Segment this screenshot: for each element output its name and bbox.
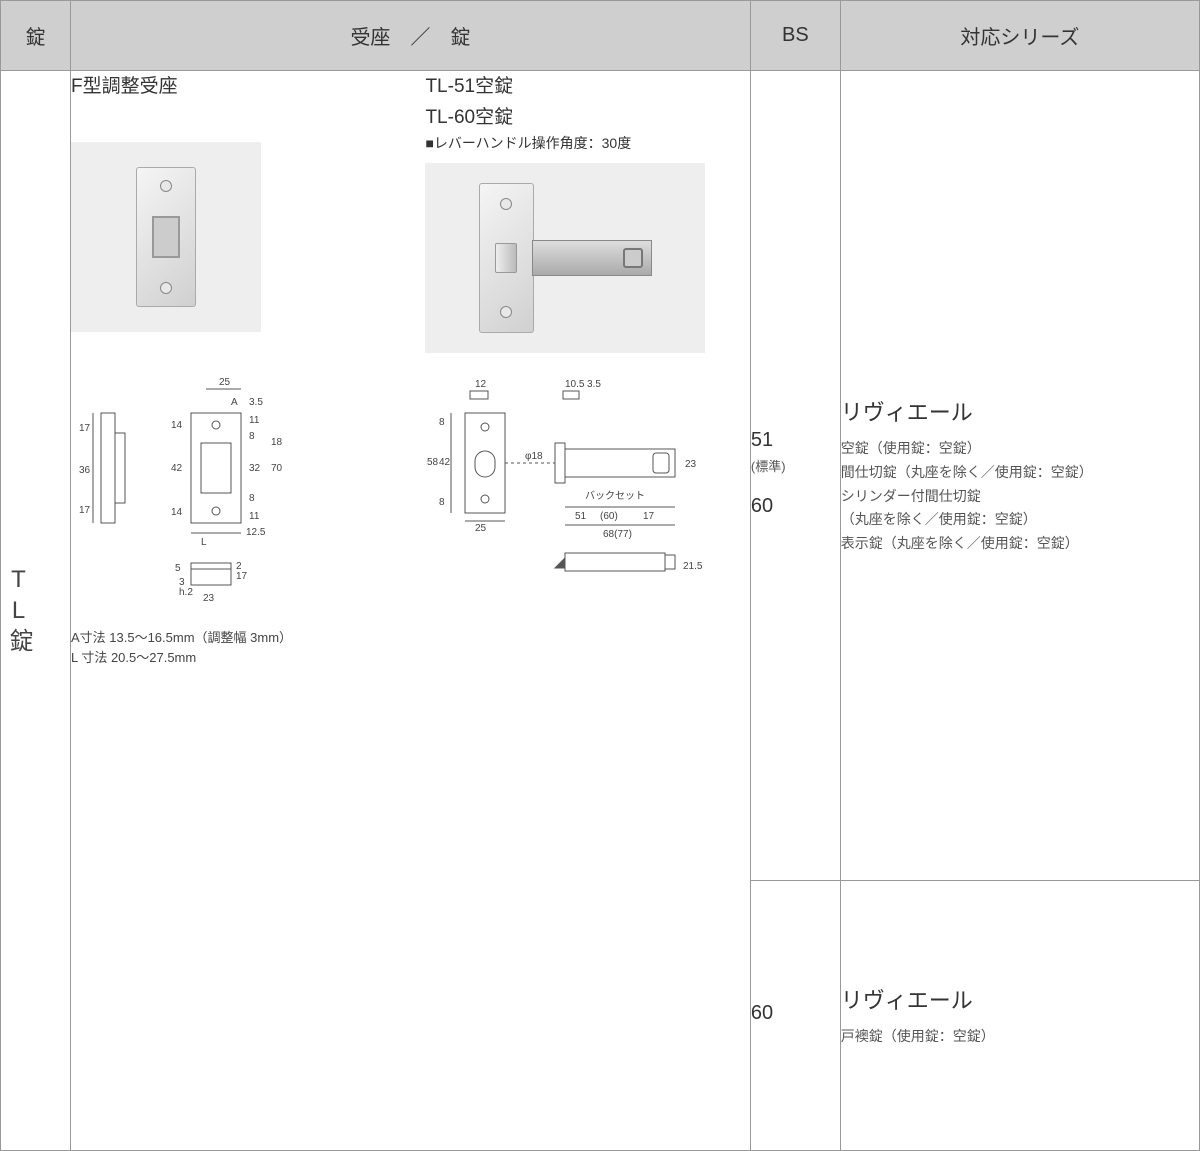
- main-content-cell: F型調整受座 TL-51空錠 TL-60空錠 ■レバーハンドル操作角度：30度: [70, 71, 750, 1151]
- series-cell-2: リヴィエール 戸襖錠（使用錠：空錠）: [840, 881, 1199, 1151]
- svg-text:8: 8: [249, 431, 255, 442]
- svg-text:70: 70: [271, 463, 283, 474]
- svg-text:φ18: φ18: [525, 451, 543, 462]
- bs-cell-1: 51 (標準) 60: [750, 71, 840, 881]
- bs-sub-std: (標準): [751, 456, 840, 475]
- header-lock: 錠: [1, 1, 71, 71]
- svg-text:25: 25: [475, 523, 487, 534]
- svg-text:23: 23: [203, 593, 215, 604]
- svg-text:58: 58: [427, 457, 439, 468]
- diagram-row: 25 A 3.5 17 36 17: [71, 373, 750, 667]
- series-line: 表示錠（丸座を除く／使用錠：空錠）: [841, 532, 1199, 556]
- svg-text:36: 36: [79, 465, 91, 476]
- bs-cell-2: 60: [750, 881, 840, 1151]
- svg-text:3.5: 3.5: [249, 397, 263, 408]
- latch-assembly-icon: [479, 183, 652, 333]
- svg-text:11: 11: [249, 415, 260, 426]
- svg-text:23: 23: [685, 459, 697, 470]
- spec-table: 錠 受座 ／ 錠 BS 対応シリーズ TL錠 F型調整受座: [0, 0, 1200, 1151]
- strike-plate-icon: [136, 167, 196, 307]
- svg-text:42: 42: [439, 457, 451, 468]
- strike-block: F型調整受座: [71, 71, 395, 353]
- strike-diagram-svg: 25 A 3.5 17 36 17: [71, 373, 371, 613]
- series-line: 間仕切錠（丸座を除く／使用錠：空錠）: [841, 461, 1199, 485]
- bs-val-60b: 60: [751, 1002, 840, 1025]
- svg-text:17: 17: [79, 505, 91, 516]
- header-row: 錠 受座 ／ 錠 BS 対応シリーズ: [1, 1, 1200, 71]
- svg-text:h.2: h.2: [179, 587, 193, 598]
- svg-text:17: 17: [79, 423, 91, 434]
- svg-text:14: 14: [171, 507, 183, 518]
- header-main: 受座 ／ 錠: [70, 1, 750, 71]
- note-a: A寸法 13.5～16.5mm（調整幅 3mm）: [71, 628, 395, 648]
- svg-text:8: 8: [439, 497, 445, 508]
- svg-text:17: 17: [236, 571, 248, 582]
- svg-text:5: 5: [175, 563, 181, 574]
- series-title-1: リヴィエール: [841, 395, 1199, 427]
- svg-text:3.5: 3.5: [587, 379, 601, 390]
- latch-title-1: TL-51空錠: [425, 71, 749, 98]
- strike-diagram: 25 A 3.5 17 36 17: [71, 373, 395, 667]
- svg-text:14: 14: [171, 420, 183, 431]
- svg-text:42: 42: [171, 463, 183, 474]
- strike-photo: [71, 142, 261, 332]
- svg-text:17: 17: [643, 511, 655, 522]
- latch-photo: [425, 163, 705, 353]
- series-line: シリンダー付間仕切錠: [841, 485, 1199, 509]
- series-cell-1: リヴィエール 空錠（使用錠：空錠） 間仕切錠（丸座を除く／使用錠：空錠） シリン…: [840, 71, 1199, 881]
- series-title-2: リヴィエール: [841, 983, 1199, 1015]
- series-line: 空錠（使用錠：空錠）: [841, 437, 1199, 461]
- header-bs: BS: [750, 1, 840, 71]
- svg-text:51: 51: [575, 511, 587, 522]
- row-1: TL錠 F型調整受座 TL-51空錠 TL: [1, 71, 1200, 881]
- svg-text:11: 11: [249, 511, 260, 522]
- latch-title-2: TL-60空錠: [425, 102, 749, 129]
- svg-text:21.5: 21.5: [683, 561, 703, 572]
- latch-block: TL-51空錠 TL-60空錠 ■レバーハンドル操作角度：30度: [425, 71, 749, 353]
- series-line: （丸座を除く／使用錠：空錠）: [841, 508, 1199, 532]
- svg-text:(60): (60): [600, 511, 618, 522]
- series-line: 戸襖錠（使用錠：空錠）: [841, 1025, 1199, 1049]
- svg-text:バックセット: バックセット: [585, 490, 645, 502]
- header-series: 対応シリーズ: [840, 1, 1199, 71]
- svg-text:L: L: [201, 537, 207, 548]
- strike-title: F型調整受座: [71, 71, 395, 98]
- note-l: L 寸法 20.5～27.5mm: [71, 648, 395, 668]
- lock-type-label: TL錠: [1, 166, 36, 1056]
- strike-notes: A寸法 13.5～16.5mm（調整幅 3mm） L 寸法 20.5～27.5m…: [71, 628, 395, 667]
- svg-text:18: 18: [271, 437, 283, 448]
- svg-text:32: 32: [249, 463, 261, 474]
- latch-note: ■レバーハンドル操作角度：30度: [425, 133, 749, 153]
- svg-text:25: 25: [219, 377, 231, 388]
- svg-text:12: 12: [475, 379, 487, 390]
- product-photos-row: F型調整受座 TL-51空錠 TL-60空錠 ■レバーハンドル操作角度：30度: [71, 71, 750, 353]
- lock-type-cell: TL錠: [1, 71, 71, 1151]
- svg-text:68(77): 68(77): [603, 529, 632, 540]
- svg-text:10.5: 10.5: [565, 379, 585, 390]
- svg-text:8: 8: [249, 493, 255, 504]
- svg-text:8: 8: [439, 417, 445, 428]
- latch-diagram-svg: 12 10.5 3.5 8 42 58: [425, 373, 745, 633]
- bs-val-51: 51: [751, 429, 840, 452]
- bs-val-60a: 60: [751, 495, 840, 518]
- svg-text:A: A: [231, 397, 238, 408]
- svg-text:12.5: 12.5: [246, 527, 266, 538]
- latch-diagram: 12 10.5 3.5 8 42 58: [425, 373, 749, 667]
